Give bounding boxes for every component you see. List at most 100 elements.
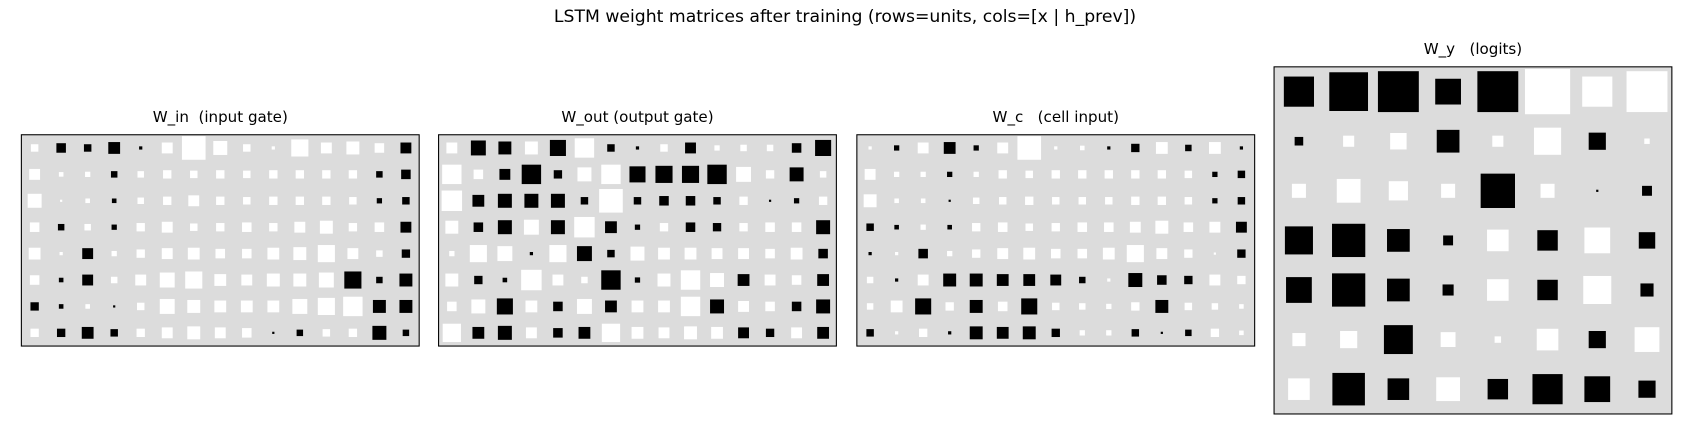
weight-square xyxy=(765,328,775,338)
weight-square xyxy=(1596,189,1599,192)
weight-square xyxy=(1155,299,1169,313)
weight-square xyxy=(376,250,383,257)
weight-square xyxy=(27,193,42,208)
weight-square xyxy=(816,220,831,235)
weight-square xyxy=(347,248,359,260)
weight-square xyxy=(1442,284,1454,296)
weight-square xyxy=(1640,283,1654,297)
weight-square xyxy=(1377,71,1419,113)
weight-square xyxy=(374,143,385,153)
weight-square xyxy=(318,272,334,288)
weight-square xyxy=(267,300,280,313)
weight-square xyxy=(1106,330,1112,336)
weight-square xyxy=(374,222,385,232)
weight-square xyxy=(969,273,983,287)
panel-frame xyxy=(20,134,420,347)
weight-square xyxy=(895,331,899,335)
weight-square xyxy=(497,325,512,340)
weight-square xyxy=(1104,170,1113,179)
weight-square xyxy=(523,219,539,235)
weight-square xyxy=(1440,332,1456,348)
weight-square xyxy=(215,248,226,259)
weight-square xyxy=(917,274,929,286)
weight-square xyxy=(972,249,981,258)
weight-square xyxy=(1079,330,1085,336)
weight-square xyxy=(819,171,827,178)
weight-square xyxy=(894,224,899,230)
weight-square xyxy=(580,197,589,205)
weight-square xyxy=(1343,135,1355,147)
weight-square xyxy=(1052,197,1060,205)
weight-square xyxy=(1239,146,1244,150)
weight-square xyxy=(30,144,39,152)
weight-square xyxy=(269,196,278,205)
weight-square xyxy=(322,329,331,337)
weight-square xyxy=(1441,183,1456,198)
weight-square xyxy=(1184,197,1193,205)
weight-square xyxy=(866,329,874,337)
weight-square xyxy=(498,141,512,155)
weight-square xyxy=(920,198,926,204)
weight-square xyxy=(266,273,280,287)
weight-square xyxy=(113,305,116,308)
weight-square xyxy=(529,251,534,256)
weight-square xyxy=(317,245,335,263)
figure-title: LSTM weight matrices after training (row… xyxy=(554,7,1136,27)
weight-square xyxy=(187,326,201,340)
weight-square xyxy=(139,146,143,150)
weight-square xyxy=(497,246,513,262)
weight-square xyxy=(296,329,304,337)
weight-square xyxy=(181,136,206,160)
weight-square xyxy=(85,304,90,309)
weight-square xyxy=(473,169,484,180)
weight-square xyxy=(680,296,701,317)
weight-square xyxy=(1050,274,1062,286)
weight-square xyxy=(1128,273,1143,288)
weight-square xyxy=(1294,136,1304,146)
weight-square xyxy=(499,168,511,180)
weight-square xyxy=(348,328,358,338)
weight-square xyxy=(1487,229,1509,252)
weight-square xyxy=(85,171,91,178)
weight-square xyxy=(1536,328,1559,351)
weight-square xyxy=(242,248,252,259)
weight-square xyxy=(868,251,872,256)
weight-square xyxy=(1387,378,1410,400)
weight-square xyxy=(29,222,40,232)
weight-square xyxy=(1494,336,1502,343)
weight-square xyxy=(60,199,63,202)
weight-square xyxy=(269,170,278,179)
weight-square xyxy=(1021,298,1038,315)
panel-title: W_in (input gate) xyxy=(153,108,288,127)
weight-square xyxy=(765,248,775,259)
weight-square xyxy=(1336,178,1361,203)
weight-square xyxy=(524,141,538,155)
weight-square xyxy=(292,298,308,314)
weight-square xyxy=(576,246,592,262)
panel-frame xyxy=(1273,66,1673,415)
weight-square xyxy=(1292,333,1306,347)
weight-square xyxy=(163,170,172,179)
weight-square xyxy=(659,196,669,206)
weight-square xyxy=(549,139,566,156)
weight-square xyxy=(1582,76,1613,107)
weight-square xyxy=(1239,304,1244,309)
weight-square xyxy=(945,302,954,311)
weight-square xyxy=(1131,143,1140,153)
weight-square xyxy=(1588,132,1606,150)
weight-square xyxy=(1286,277,1312,303)
weight-square xyxy=(920,171,926,178)
weight-square xyxy=(1487,279,1509,301)
weight-square xyxy=(685,142,696,154)
weight-square xyxy=(712,223,722,232)
weight-square xyxy=(685,196,696,206)
weight-square xyxy=(943,142,956,154)
weight-square xyxy=(240,300,253,313)
weight-square xyxy=(58,304,64,309)
weight-square xyxy=(401,249,411,258)
weight-square xyxy=(997,142,1009,154)
weight-square xyxy=(108,142,121,154)
weight-square xyxy=(58,277,64,283)
weight-square xyxy=(1209,274,1221,286)
weight-square xyxy=(293,247,307,261)
